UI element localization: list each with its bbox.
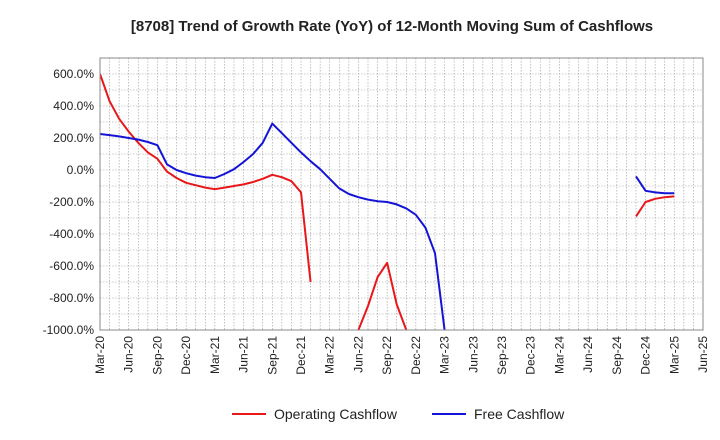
y-tick-label: 200.0% [53, 131, 94, 145]
x-tick-label: Dec-23 [524, 336, 538, 375]
plot-area [100, 58, 703, 330]
x-tick-label: Dec-24 [639, 336, 653, 375]
legend-operating-cashflow: Operating Cashflow [232, 406, 398, 422]
x-tick-label: Sep-22 [380, 336, 394, 375]
x-tick-label: Sep-23 [495, 336, 509, 375]
x-tick-label: Mar-24 [552, 336, 566, 374]
x-tick-label: Sep-21 [265, 336, 279, 375]
x-tick-label: Mar-25 [667, 336, 681, 374]
y-axis: 600.0% 400.0% 200.0% 0.0% -200.0% -400.0% -600… [43, 67, 95, 337]
y-tick-label: 400.0% [53, 99, 94, 113]
legend-label: Operating Cashflow [274, 406, 398, 422]
x-tick-label: Dec-20 [179, 336, 193, 375]
plot-border [99, 57, 704, 331]
x-tick-label: Jun-23 [466, 336, 480, 373]
x-tick-label: Mar-21 [208, 336, 222, 374]
x-tick-label: Jun-25 [696, 336, 710, 373]
x-tick-label: Jun-21 [237, 336, 251, 373]
y-tick-label: -600.0% [49, 259, 94, 273]
y-tick-label: -1000.0% [43, 323, 95, 337]
x-tick-label: Jun-24 [581, 336, 595, 373]
x-axis: Mar-20 Jun-20 Sep-20 Dec-20 Mar-21 Jun-21 Sep-… [93, 336, 710, 375]
series-line-operating-cashflow [357, 261, 408, 330]
x-tick-label: Jun-22 [351, 336, 365, 373]
y-tick-label: 600.0% [53, 67, 94, 81]
x-tick-label: Dec-21 [294, 336, 308, 375]
x-tick-label: Mar-22 [323, 336, 337, 374]
y-tick-label: 0.0% [67, 163, 95, 177]
series-line-free-cashflow [635, 175, 675, 195]
y-tick-label: -400.0% [49, 227, 94, 241]
y-tick-label: -200.0% [49, 195, 94, 209]
x-tick-label: Mar-23 [438, 336, 452, 374]
chart-title: [8708] Trend of Growth Rate (YoY) of 12-… [131, 18, 653, 35]
x-tick-label: Mar-20 [93, 336, 107, 374]
series-line-operating-cashflow [635, 195, 675, 217]
x-tick-label: Sep-20 [150, 336, 164, 375]
legend-free-cashflow: Free Cashflow [432, 406, 565, 422]
series-line-free-cashflow [100, 122, 446, 330]
y-tick-label: -800.0% [49, 291, 94, 305]
legend: Operating Cashflow Free Cashflow [232, 406, 565, 422]
x-tick-label: Dec-22 [409, 336, 423, 375]
legend-label: Free Cashflow [474, 406, 565, 422]
x-tick-label: Sep-24 [610, 336, 624, 375]
series-layer [100, 73, 675, 330]
x-tick-label: Jun-20 [122, 336, 136, 373]
